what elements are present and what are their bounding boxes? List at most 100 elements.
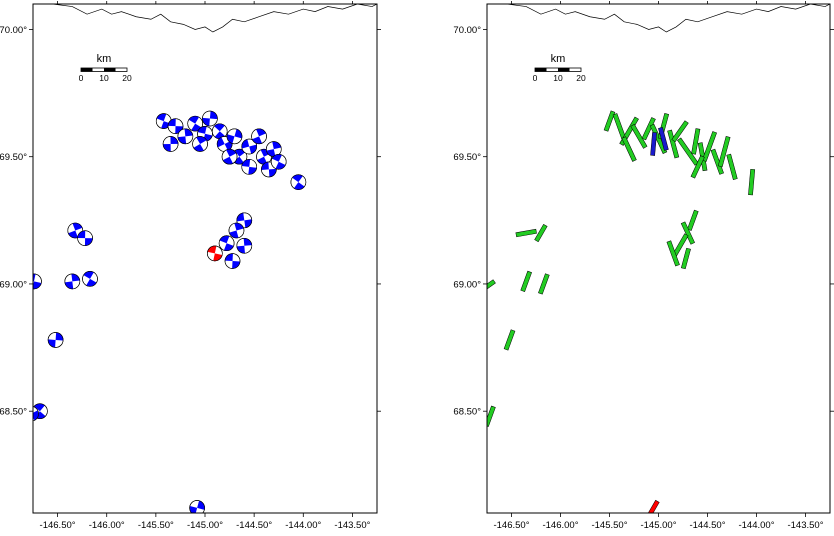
stress-axis-bar — [503, 329, 516, 351]
scale-bar-segment — [104, 68, 116, 72]
focal-mechanism — [265, 141, 282, 157]
x-tick-label: -145.00° — [187, 520, 223, 531]
y-tick-label: 70.00° — [0, 25, 27, 36]
scale-bar-segment — [81, 68, 93, 72]
stress-axis-bar — [667, 129, 680, 159]
focal-mechanism — [236, 237, 253, 254]
focal-mechanism — [270, 153, 287, 170]
scale-bar-unit: km — [551, 53, 566, 65]
stress-axis-bar — [647, 499, 660, 513]
scale-bar-label: 10 — [553, 73, 563, 83]
stress-axis-bar — [621, 136, 637, 162]
stress-axis-bar — [680, 247, 691, 270]
stress-axis-bar — [690, 155, 705, 179]
stress-axis-bar — [487, 279, 496, 294]
map-frame — [486, 3, 831, 514]
coastline — [52, 4, 377, 33]
x-tick-label: -146.50° — [40, 520, 76, 531]
x-tick-label: -146.00° — [542, 520, 578, 531]
focal-mechanism — [189, 500, 205, 513]
stress-axis-bar — [487, 405, 496, 427]
x-tick-label: -144.50° — [689, 520, 725, 531]
focal-mechanism — [207, 245, 223, 262]
focal-mechanism — [82, 271, 98, 287]
focal-mechanism — [218, 235, 235, 252]
scale-bar-label: 0 — [533, 73, 538, 83]
x-tick-label: -145.00° — [640, 520, 676, 531]
x-tick-label: -145.50° — [138, 520, 174, 531]
scale-bar-label: 20 — [122, 73, 132, 83]
stress-axis-bar — [726, 153, 738, 181]
stress-axis-bar — [515, 228, 537, 238]
stress-axis-bar — [520, 270, 532, 293]
x-tick-label: -144.00° — [738, 520, 774, 531]
stress-axis-bar — [538, 273, 550, 295]
stress-axis-bar — [671, 120, 689, 143]
stress-axis-bar — [687, 209, 699, 231]
focal-mechanism — [192, 136, 208, 152]
stress-axis-bar — [658, 126, 669, 151]
stress-axis-bar — [534, 223, 548, 243]
focal-mechanism — [177, 128, 194, 145]
scale-bar-label: 0 — [79, 73, 84, 83]
focal-mechanism — [77, 230, 93, 246]
y-tick-label: 69.00° — [0, 279, 27, 290]
x-tick-label: -144.00° — [285, 520, 321, 531]
scale-bar: km 0 10 20 — [533, 53, 586, 83]
focal-mechanism — [228, 222, 245, 239]
stress-axis-bar — [680, 221, 695, 245]
focal-mechanism — [167, 118, 184, 134]
scale-bar-segment — [535, 68, 547, 72]
focal-mechanism — [251, 128, 267, 145]
x-tick-label: -144.50° — [236, 520, 272, 531]
map-frame — [32, 3, 378, 514]
stress-axis-bar — [603, 110, 616, 132]
focal-mechanism — [162, 136, 179, 152]
focal-mechanism — [211, 123, 228, 140]
x-tick-label: -143.50° — [334, 520, 370, 531]
stress-axis-bar — [748, 169, 756, 196]
focal-mechanism — [67, 222, 84, 239]
stress-axis-bar — [630, 123, 648, 149]
focal-mechanism — [226, 128, 243, 145]
x-tick-label: -143.50° — [787, 520, 823, 531]
scale-bar-label: 20 — [576, 73, 586, 83]
y-tick-label: 68.50° — [453, 407, 481, 418]
x-tick-label: -146.50° — [493, 520, 529, 531]
focal-mechanism — [221, 148, 238, 165]
focal-mechanism — [47, 332, 64, 348]
map-area — [487, 4, 830, 513]
map-area — [33, 4, 377, 513]
map-panel-focal-mechanisms: -146.50° -146.00° -145.50° -145.00° -144.50°… — [0, 1, 381, 531]
x-tick-label: -145.50° — [591, 520, 627, 531]
coastline — [506, 4, 830, 33]
y-tick-label: 69.50° — [0, 152, 27, 163]
stress-axis-bar — [641, 117, 656, 141]
scale-bar: km 0 10 20 — [79, 53, 132, 83]
scale-bar-label: 10 — [99, 73, 109, 83]
focal-mechanism — [33, 406, 39, 422]
focal-mechanism — [241, 159, 258, 175]
y-tick-label: 70.00° — [453, 25, 481, 36]
stress-axis-bar — [717, 136, 731, 168]
map-panel-stress-axes: -146.50° -146.00° -145.50° -145.00° -144.50°… — [453, 1, 834, 531]
focal-mechanism — [241, 138, 258, 155]
focal-mechanism — [64, 273, 81, 290]
scale-bar-segment — [558, 68, 570, 72]
stress-axis-bar — [612, 113, 626, 140]
focal-mechanism — [202, 110, 218, 127]
focal-mechanism — [290, 174, 307, 190]
focal-mechanism — [224, 253, 241, 269]
scale-bar-unit: km — [97, 53, 112, 65]
stress-axis-bar — [650, 132, 657, 156]
y-tick-label: 69.00° — [453, 279, 481, 290]
y-tick-label: 68.50° — [0, 407, 27, 418]
stress-axis-bar — [691, 128, 701, 155]
y-tick-label: 69.50° — [453, 152, 481, 163]
stress-axis-bar — [666, 240, 680, 267]
x-tick-label: -146.00° — [89, 520, 125, 531]
focal-mechanism — [33, 273, 42, 290]
stress-axis-bar — [701, 131, 717, 162]
